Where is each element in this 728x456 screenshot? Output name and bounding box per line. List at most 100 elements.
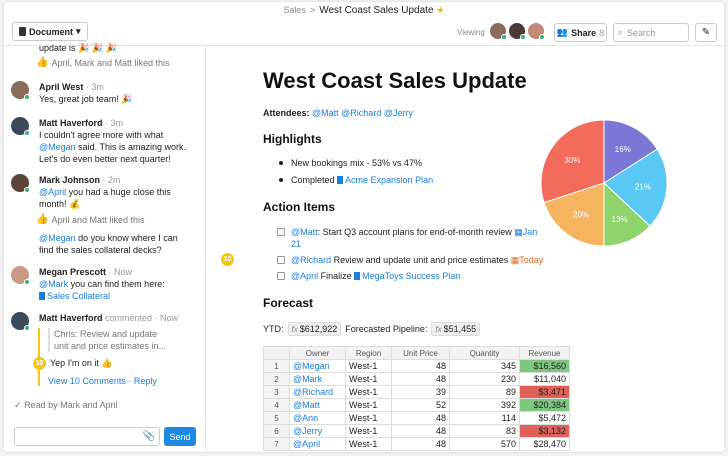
revenue-cell[interactable]: $16,560 xyxy=(519,359,570,373)
quantity-cell[interactable]: 89 xyxy=(449,385,520,399)
region-cell[interactable]: West-1 xyxy=(345,437,392,451)
compose-button[interactable]: ✎ xyxy=(695,23,717,42)
column-header[interactable]: Unit Price xyxy=(391,346,450,360)
unit-price-cell[interactable]: 48 xyxy=(391,359,450,373)
avatar[interactable] xyxy=(11,117,30,136)
avatar[interactable] xyxy=(528,23,545,40)
due-date[interactable]: Jan 21 xyxy=(291,227,538,249)
revenue-cell[interactable]: $5,472 xyxy=(519,411,570,425)
attendees-mentions[interactable]: @Matt @Richard @Jerry xyxy=(312,108,413,118)
acme-plan-link[interactable]: Acme Expansion Plan xyxy=(345,175,434,185)
quantity-cell[interactable]: 570 xyxy=(449,437,520,451)
comment-count-badge[interactable]: 10 xyxy=(33,357,46,370)
sales-collateral-link[interactable]: Sales Collateral xyxy=(47,291,111,301)
unit-price-cell[interactable]: 48 xyxy=(391,411,450,425)
owner-cell[interactable]: @Richard xyxy=(289,385,346,399)
table-row[interactable]: 7 @April West-1 48 570 $28,470 xyxy=(263,437,570,451)
revenue-cell[interactable]: $20,384 xyxy=(519,398,570,412)
task-checkbox[interactable] xyxy=(277,272,285,280)
mention-link[interactable]: @April xyxy=(291,271,319,281)
megatoys-plan-link[interactable]: MegaToys Success Plan xyxy=(362,271,461,281)
search-input[interactable]: ⌕ Search xyxy=(613,23,689,42)
send-button[interactable]: Send xyxy=(164,427,196,446)
avatar[interactable] xyxy=(509,23,526,40)
revenue-cell[interactable]: $3,132 xyxy=(519,424,570,438)
unit-price-cell[interactable]: 52 xyxy=(391,398,450,412)
unit-price-cell[interactable]: 48 xyxy=(391,372,450,386)
mention-link[interactable]: @Richard xyxy=(291,255,332,265)
unit-price-cell[interactable]: 48 xyxy=(391,424,450,438)
thumbs-up-icon[interactable]: 👍 xyxy=(36,214,49,225)
owner-cell[interactable]: @Jerry xyxy=(289,424,346,438)
region-cell[interactable]: West-1 xyxy=(345,372,392,386)
avatar[interactable] xyxy=(11,174,30,193)
owner-cell[interactable]: @Matt xyxy=(289,398,346,412)
avatar[interactable] xyxy=(11,312,30,331)
quantity-cell[interactable]: 345 xyxy=(449,359,520,373)
owner-cell[interactable]: @April xyxy=(289,437,346,451)
message-input[interactable]: 📎 xyxy=(14,427,160,446)
region-cell[interactable]: West-1 xyxy=(345,398,392,412)
quantity-cell[interactable]: 230 xyxy=(449,372,520,386)
calendar-icon: ▦ xyxy=(514,227,523,237)
table-row[interactable]: 3 @Richard West-1 39 89 $3,471 xyxy=(263,385,570,399)
due-date[interactable]: Today xyxy=(519,255,544,265)
author-name[interactable]: Matt Haverford xyxy=(39,313,103,323)
unit-price-cell[interactable]: 48 xyxy=(391,437,450,451)
task-checkbox[interactable] xyxy=(277,256,285,264)
table-row[interactable]: 1 @Megan West-1 48 345 $16,560 xyxy=(263,359,570,373)
revenue-cell[interactable]: $11,040 xyxy=(519,372,570,386)
pie-slice[interactable] xyxy=(603,119,658,184)
share-button[interactable]: 👥 Share 8 xyxy=(554,23,607,42)
author-name[interactable]: Megan Prescott xyxy=(39,267,107,277)
pipeline-formula[interactable]: fx $51,455 xyxy=(431,322,481,336)
mention-link[interactable]: @April xyxy=(39,187,67,197)
task-checkbox[interactable] xyxy=(277,228,285,236)
table-row[interactable]: 6 @Jerry West-1 48 83 $3,132 xyxy=(263,424,570,438)
author-name[interactable]: April West xyxy=(39,82,84,92)
view-comments-link[interactable]: View 10 Comments xyxy=(48,376,126,386)
region-cell[interactable]: West-1 xyxy=(345,359,392,373)
owner-cell[interactable]: @Mark xyxy=(289,372,346,386)
avatar[interactable] xyxy=(490,23,507,40)
star-icon[interactable]: ★ xyxy=(436,5,445,15)
document-menu-button[interactable]: Document ▾ xyxy=(12,22,88,41)
author-name[interactable]: Mark Johnson xyxy=(39,175,101,185)
quantity-cell[interactable]: 83 xyxy=(449,424,520,438)
mention-link[interactable]: @Megan xyxy=(39,233,76,243)
breadcrumb-parent[interactable]: Sales xyxy=(283,5,306,15)
forecast-spreadsheet[interactable]: Owner Region Unit Price Quantity Revenue… xyxy=(263,346,570,451)
quantity-cell[interactable]: 114 xyxy=(449,411,520,425)
reply-link[interactable]: · Reply xyxy=(128,376,157,386)
table-row[interactable]: 5 @Ann West-1 48 114 $5,472 xyxy=(263,411,570,425)
avatar[interactable] xyxy=(11,81,30,100)
table-row[interactable]: 2 @Mark West-1 48 230 $11,040 xyxy=(263,372,570,386)
column-header[interactable]: Region xyxy=(345,346,392,360)
column-header[interactable]: Revenue xyxy=(519,346,570,360)
table-row[interactable]: 4 @Matt West-1 52 392 $20,384 xyxy=(263,398,570,412)
owner-cell[interactable]: @Megan xyxy=(289,359,346,373)
region-cell[interactable]: West-1 xyxy=(345,385,392,399)
pie-slice[interactable] xyxy=(540,119,605,204)
owner-cell[interactable]: @Ann xyxy=(289,411,346,425)
avatar[interactable] xyxy=(11,266,30,285)
mention-link[interactable]: @Mark xyxy=(39,279,69,289)
forecast-summary: YTD: fx $612,922 Forecasted Pipeline: fx $… xyxy=(263,322,481,336)
author-name[interactable]: Matt Haverford xyxy=(39,118,103,128)
mention-link[interactable]: @Megan xyxy=(39,142,76,152)
quantity-cell[interactable]: 392 xyxy=(449,398,520,412)
revenue-cell[interactable]: $28,470 xyxy=(519,437,570,451)
revenue-cell[interactable]: $3,471 xyxy=(519,385,570,399)
ytd-formula[interactable]: fx $612,922 xyxy=(287,322,342,336)
column-header[interactable]: Owner xyxy=(289,346,346,360)
unit-price-cell[interactable]: 39 xyxy=(391,385,450,399)
region-cell[interactable]: West-1 xyxy=(345,411,392,425)
thumbs-up-icon[interactable]: 👍 xyxy=(36,57,49,68)
comment-count-badge[interactable]: 10 xyxy=(221,253,234,266)
pie-slice[interactable] xyxy=(603,148,668,227)
pie-slice[interactable] xyxy=(543,182,605,247)
paperclip-icon[interactable]: 📎 xyxy=(142,431,155,442)
mention-link[interactable]: @Matt xyxy=(291,227,318,237)
region-cell[interactable]: West-1 xyxy=(345,424,392,438)
column-header[interactable]: Quantity xyxy=(449,346,520,360)
